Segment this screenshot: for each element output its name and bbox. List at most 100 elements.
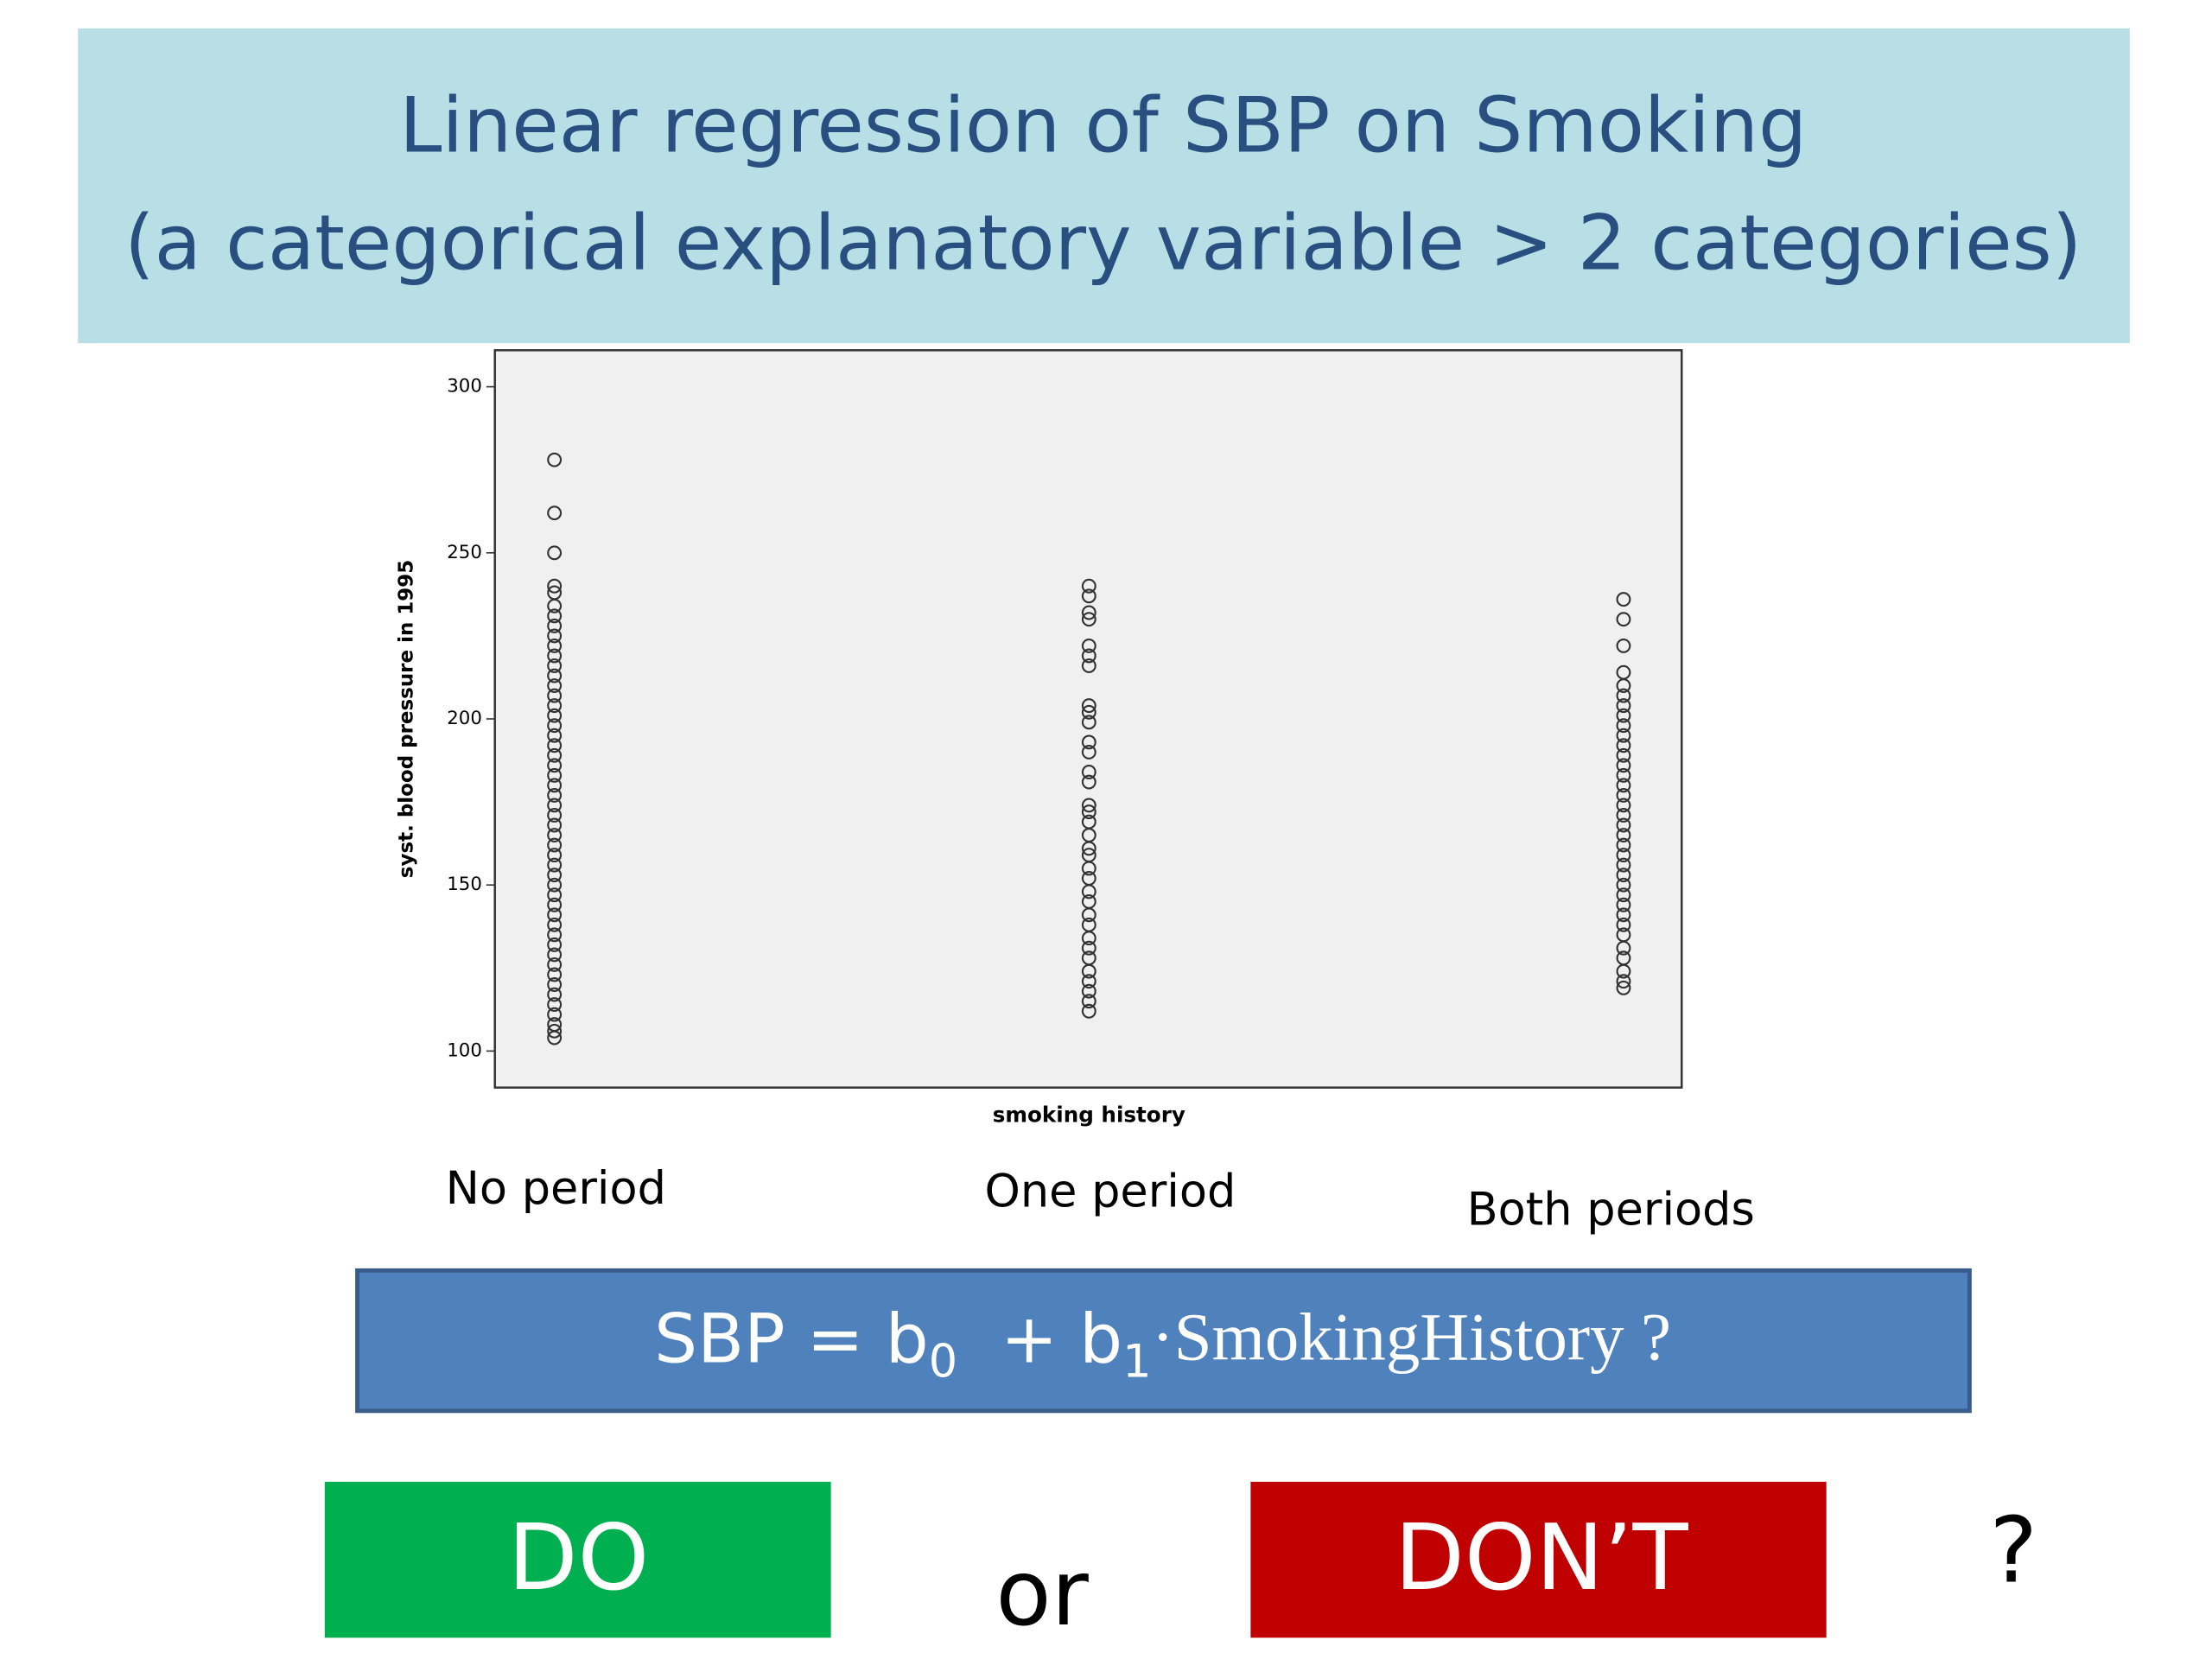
point [1616,837,1631,853]
point [547,638,563,653]
y-tick-label: 200 [447,708,482,729]
point [547,598,563,613]
point [1081,638,1096,653]
point [1081,715,1096,730]
point [1081,963,1096,979]
category-label: No period [446,1162,666,1215]
category-label: Both periods [1467,1184,1755,1236]
point [1616,778,1631,793]
point [547,1007,563,1022]
point [1081,1003,1096,1019]
point [1081,612,1096,627]
point [547,987,563,1002]
point [1081,774,1096,790]
point [547,738,563,753]
point [547,957,563,972]
y-tick-label: 300 [447,376,482,397]
point [547,718,563,734]
point [547,1030,563,1046]
point [1081,907,1096,923]
point [547,618,563,633]
x-axis-label: smoking history [993,1102,1185,1127]
point [1616,612,1631,627]
point [1616,787,1631,803]
point [547,678,563,694]
point [547,578,563,594]
point [547,648,563,664]
point [547,997,563,1013]
formula-subscript: 1 [1122,1335,1151,1388]
point [547,937,563,952]
point [1081,994,1096,1009]
point [1616,828,1631,842]
point [1081,974,1096,989]
point [547,897,563,912]
dont-label: DON’T [1395,1505,1688,1611]
point [547,628,563,644]
point [547,848,563,863]
point [1616,848,1631,863]
point [1616,708,1631,723]
point [547,708,563,723]
point [1081,578,1096,594]
point [1616,857,1631,873]
point [547,698,563,714]
point [547,977,563,992]
point [1616,907,1631,923]
y-tick-label: 250 [447,542,482,563]
point [1616,897,1631,912]
point [1081,931,1096,946]
point [547,907,563,923]
point [547,808,563,823]
point [1616,738,1631,753]
point [1616,638,1631,653]
point [1081,798,1096,813]
point [547,828,563,842]
formula: SBP = b0 + b1·SmokingHistory ? [654,1300,1671,1388]
formula-part: + b [957,1300,1122,1379]
point [1616,698,1631,714]
do-label: DO [508,1505,650,1611]
do-box [324,1481,831,1638]
point [547,967,563,982]
point [1616,974,1631,989]
point [547,947,563,963]
point [1616,963,1631,979]
point [547,1023,563,1039]
formula-part: ·SmokingHistory ? [1152,1300,1672,1376]
point [1081,940,1096,956]
point [547,668,563,683]
title-band [78,28,2130,344]
point [1616,747,1631,763]
point [547,545,563,561]
point [547,452,563,467]
dont-box [1250,1481,1827,1638]
point [1616,980,1631,995]
or-label: or [995,1541,1089,1646]
point [547,837,563,853]
point [547,747,563,763]
point [1081,765,1096,779]
formula-part: SBP = b [654,1300,929,1379]
point [1616,758,1631,773]
subtitle: (a categorical explanatory variable > 2 … [124,199,2082,288]
point [1616,592,1631,607]
point [547,787,563,803]
point [1616,808,1631,823]
point [547,728,563,743]
point [547,817,563,833]
point [547,758,563,773]
point [1081,588,1096,604]
point [1616,678,1631,694]
point [1081,698,1096,714]
point [1616,868,1631,883]
category-label: One period [985,1165,1236,1217]
point [1616,798,1631,813]
point [547,608,563,624]
point [1081,734,1096,750]
point [547,505,563,521]
point [547,798,563,813]
point [547,887,563,903]
point [1616,688,1631,703]
